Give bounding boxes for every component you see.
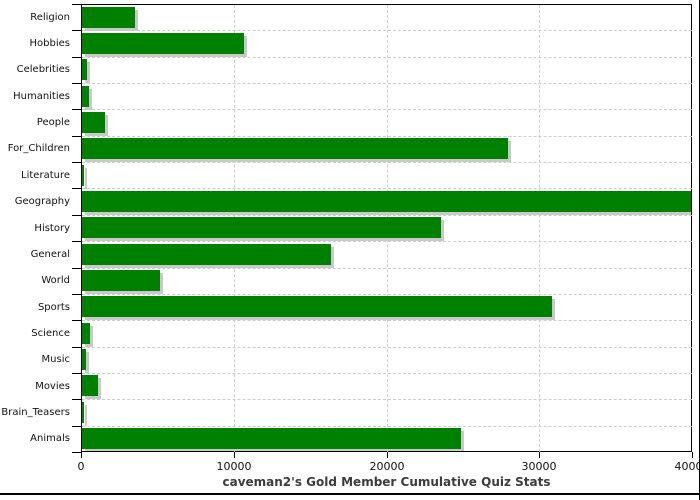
category-label-hobbies: Hobbies: [29, 38, 70, 49]
bar-religion: [82, 7, 135, 28]
y-axis-tick: [72, 294, 81, 295]
category-label-humanities: Humanities: [13, 91, 70, 102]
bar-history: [82, 217, 441, 238]
y-axis-tick: [72, 373, 81, 374]
category-label-science: Science: [31, 328, 70, 339]
category-label-literature: Literature: [21, 170, 70, 181]
bar-general: [82, 244, 331, 265]
bar-world: [82, 270, 160, 291]
category-label-brain_teasers: Brain_Teasers: [1, 407, 70, 418]
y-axis-tick: [72, 188, 81, 189]
bar-geography: [82, 191, 691, 212]
bar-for_children: [82, 138, 508, 159]
y-axis-tick: [72, 399, 81, 400]
bars-layer: [82, 5, 691, 451]
y-axis-tick: [72, 162, 81, 163]
chart-title: caveman2's Gold Member Cumulative Quiz S…: [222, 475, 551, 489]
y-axis-tick: [72, 30, 81, 31]
x-tick-label: 30000: [521, 460, 557, 473]
category-label-geography: Geography: [14, 196, 70, 207]
bar-brain_teasers: [82, 402, 84, 423]
bar-movies: [82, 375, 98, 396]
x-axis-tick: [387, 452, 388, 458]
x-axis-tick: [234, 452, 235, 458]
y-axis-tick: [72, 109, 81, 110]
y-axis-tick: [72, 215, 81, 216]
bar-hobbies: [82, 33, 244, 54]
y-axis-tick: [72, 136, 81, 137]
x-axis-tick: [539, 452, 540, 458]
y-axis-tick: [72, 57, 81, 58]
bar-music: [82, 349, 86, 370]
category-label-celebrities: Celebrities: [16, 64, 70, 75]
category-label-for_children: For_Children: [7, 143, 70, 154]
category-label-sports: Sports: [37, 302, 70, 313]
category-label-general: General: [30, 249, 70, 260]
x-tick-label: 40000: [674, 460, 700, 473]
y-axis-tick: [72, 241, 81, 242]
category-label-history: History: [34, 223, 70, 234]
y-axis-tick: [72, 452, 81, 453]
bar-shadow: [85, 405, 87, 426]
category-label-religion: Religion: [30, 12, 70, 23]
bar-shadow: [85, 62, 90, 83]
bar-sports: [82, 296, 552, 317]
bottom-frame-line: [0, 493, 700, 495]
x-tick-label: 10000: [216, 460, 252, 473]
category-label-people: People: [36, 117, 70, 128]
y-axis-tick: [72, 426, 81, 427]
bar-people: [82, 112, 105, 133]
bar-literature: [82, 165, 84, 186]
x-axis-tick: [81, 452, 82, 458]
bar-animals: [82, 428, 461, 449]
y-axis-tick: [72, 320, 81, 321]
vertical-gridline: [539, 5, 540, 452]
plot-area-border: [81, 4, 692, 452]
x-axis-tick: [692, 452, 693, 458]
bar-shadow: [85, 168, 87, 189]
category-label-movies: Movies: [35, 381, 70, 392]
y-axis-tick: [72, 268, 81, 269]
y-axis-tick: [72, 347, 81, 348]
y-axis-tick: [72, 4, 81, 5]
category-label-world: World: [41, 275, 70, 286]
x-tick-label: 20000: [369, 460, 405, 473]
bar-humanities: [82, 86, 89, 107]
category-label-music: Music: [41, 354, 70, 365]
category-label-animals: Animals: [30, 433, 70, 444]
bar-celebrities: [82, 59, 87, 80]
y-axis-tick: [72, 83, 81, 84]
bar-shadow: [85, 352, 89, 373]
bar-science: [82, 323, 90, 344]
x-tick-label: 0: [77, 460, 85, 473]
